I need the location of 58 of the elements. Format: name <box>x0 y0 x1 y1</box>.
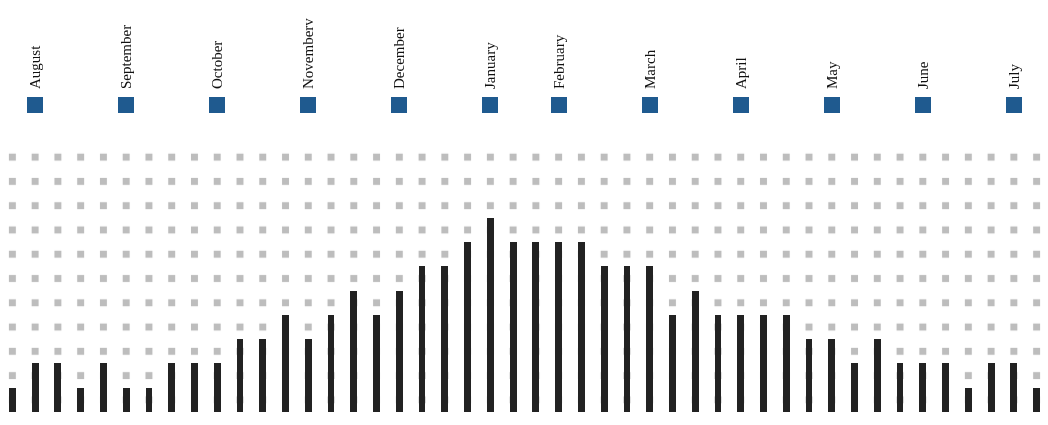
bar <box>988 363 995 412</box>
x-tick-label: May <box>823 61 840 89</box>
bar <box>54 363 61 412</box>
bar <box>305 339 312 412</box>
bar <box>9 388 16 412</box>
bar <box>897 363 903 412</box>
bar <box>328 315 334 412</box>
x-tick-label: June <box>914 61 931 89</box>
bar <box>464 242 471 412</box>
x-tick-label: October <box>209 40 226 89</box>
bar <box>715 315 721 412</box>
bar <box>32 363 39 412</box>
bar <box>760 315 767 412</box>
bar <box>646 266 653 412</box>
bar <box>510 242 517 412</box>
bar <box>168 363 175 412</box>
bar <box>624 266 630 412</box>
bar <box>874 339 881 412</box>
x-tick-label: July <box>1005 63 1022 89</box>
bar <box>1033 388 1040 412</box>
x-tick-label: August <box>27 44 44 89</box>
x-tick-label: January <box>482 41 499 89</box>
bar <box>555 242 562 412</box>
bar <box>123 388 130 412</box>
bar <box>692 291 699 412</box>
x-tick-label: Novemberv <box>300 17 317 89</box>
bar <box>919 363 926 412</box>
bar <box>487 218 494 412</box>
x-tick-label: February <box>550 34 567 89</box>
bar <box>191 363 198 412</box>
bar <box>965 388 972 412</box>
bar <box>942 363 949 412</box>
x-tick-label: December <box>391 27 408 89</box>
bar <box>806 339 812 412</box>
bar <box>737 315 744 412</box>
bar <box>237 339 243 412</box>
bar <box>669 315 676 412</box>
bar <box>146 388 152 412</box>
bar <box>419 266 425 412</box>
bar <box>214 363 221 412</box>
x-tick-label: September <box>118 24 135 89</box>
bar <box>578 242 585 412</box>
bar <box>783 315 790 412</box>
x-tick-label: April <box>732 57 749 89</box>
bar <box>851 363 858 412</box>
bar <box>828 339 835 412</box>
bar <box>396 291 403 412</box>
bar <box>259 339 266 412</box>
bar <box>373 315 380 412</box>
bar <box>441 266 448 412</box>
bar <box>77 388 84 412</box>
x-tick-label: March <box>641 49 658 89</box>
bar <box>282 315 289 412</box>
bar <box>601 266 608 412</box>
bar <box>532 242 539 412</box>
bar <box>350 291 357 412</box>
bar <box>1010 363 1017 412</box>
bar <box>100 363 107 412</box>
